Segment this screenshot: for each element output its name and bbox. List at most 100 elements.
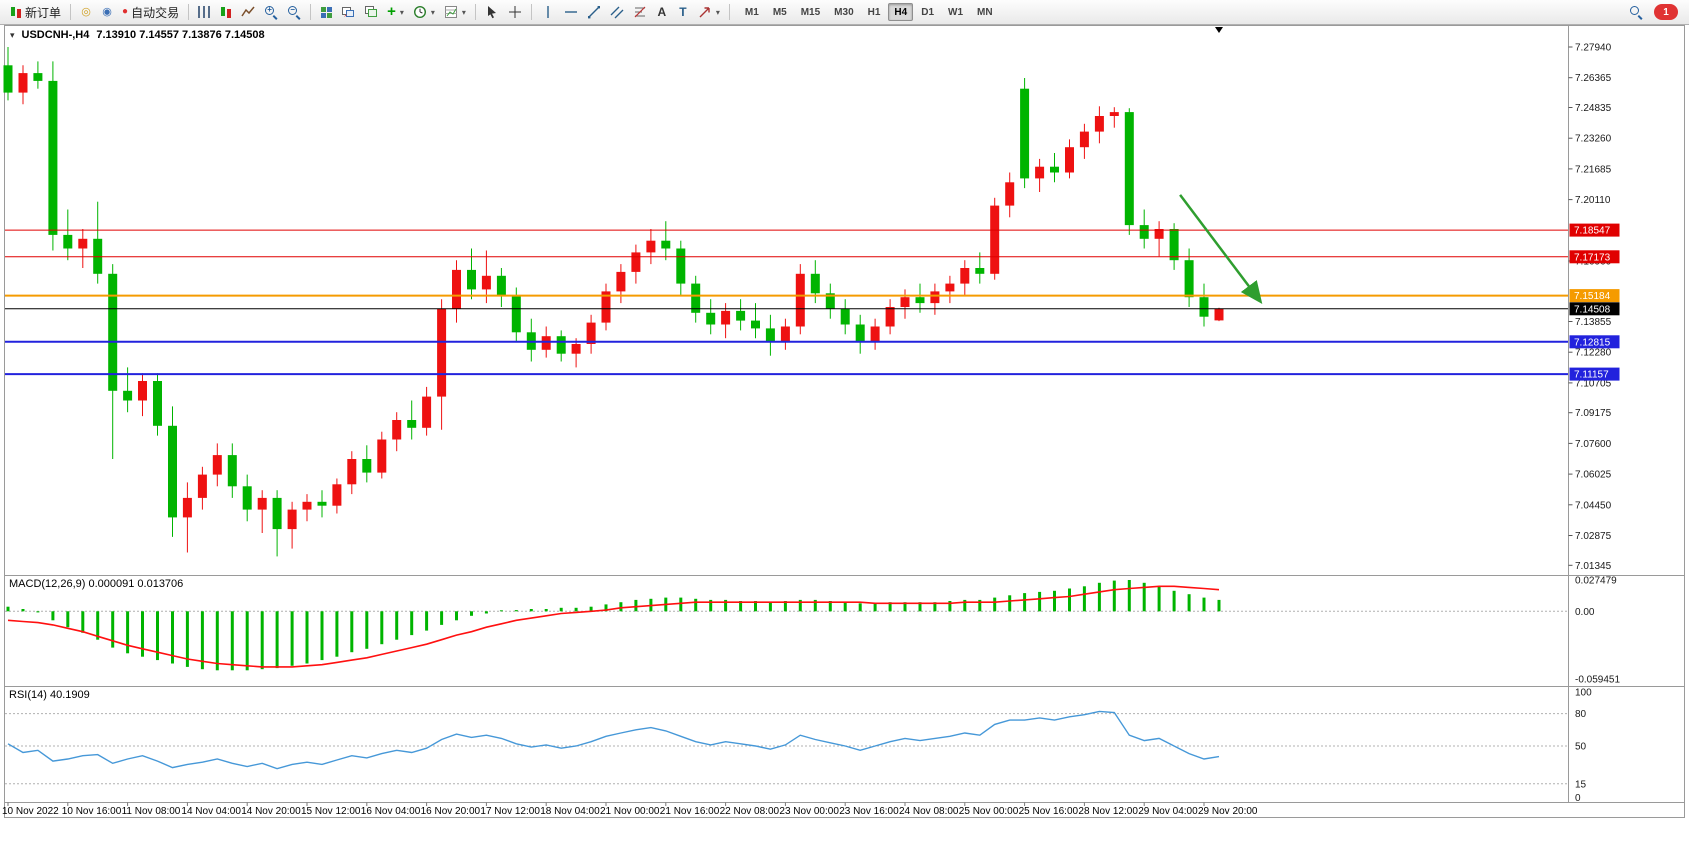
svg-text:0: 0 <box>1575 793 1581 804</box>
new-order-label: 新订单 <box>25 5 62 20</box>
svg-text:50: 50 <box>1575 742 1587 753</box>
timeframe-h4-button[interactable]: H4 <box>888 3 914 21</box>
zoom-in-icon <box>264 5 278 19</box>
svg-text:7.13855: 7.13855 <box>1575 317 1612 328</box>
svg-text:16 Nov 04:00: 16 Nov 04:00 <box>361 806 421 817</box>
svg-text:7.11157: 7.11157 <box>1574 370 1609 381</box>
cursor-icon <box>487 6 496 19</box>
timeframe-mn-button[interactable]: MN <box>971 3 999 21</box>
rsi-indicator-label: RSI(14) 40.1909 <box>9 689 90 701</box>
chart-shift-marker <box>1215 27 1223 33</box>
search-button[interactable] <box>1625 2 1647 22</box>
metaeditor-icon: ◎ <box>81 5 91 18</box>
arrow-shape-icon <box>699 7 710 18</box>
text-tool-button[interactable]: A <box>652 2 672 22</box>
svg-text:11 Nov 08:00: 11 Nov 08:00 <box>122 806 181 817</box>
market-watch-icon: ◉ <box>102 5 112 18</box>
svg-text:7.24835: 7.24835 <box>1575 103 1612 114</box>
separator <box>310 4 312 20</box>
separator <box>188 4 190 20</box>
macd-panel: 0.027479 0.00 -0.059451 <box>5 576 1620 685</box>
svg-text:7.09175: 7.09175 <box>1575 408 1612 419</box>
arrange-windows-button[interactable] <box>337 2 359 22</box>
timeframe-d1-button[interactable]: D1 <box>915 3 940 21</box>
separator <box>474 4 476 20</box>
autotrading-status-icon: ● <box>122 6 129 17</box>
candle-chart-button[interactable] <box>215 2 236 22</box>
fibonacci-tool-button[interactable] <box>629 2 651 22</box>
svg-text:7.06025: 7.06025 <box>1575 470 1612 481</box>
crosshair-icon <box>508 6 521 18</box>
timeframe-m5-button[interactable]: M5 <box>767 3 793 21</box>
macd-indicator-label: MACD(12,26,9) 0.000091 0.013706 <box>9 578 184 590</box>
bar-chart-button[interactable] <box>194 2 214 22</box>
templates-button[interactable] <box>440 2 470 22</box>
shapes-tool-button[interactable] <box>694 2 724 22</box>
current-price-badge <box>1569 302 1620 316</box>
zoom-in-button[interactable] <box>260 2 282 22</box>
horizontal-line-tool-button[interactable] <box>560 2 582 22</box>
label-tool-button[interactable]: T <box>673 2 693 22</box>
svg-text:7.26365: 7.26365 <box>1575 73 1612 84</box>
svg-text:29 Nov 20:00: 29 Nov 20:00 <box>1198 806 1258 817</box>
svg-text:0.027479: 0.027479 <box>1575 576 1617 587</box>
bar-chart-icon <box>198 6 211 18</box>
template-icon <box>444 6 457 18</box>
svg-text:29 Nov 04:00: 29 Nov 04:00 <box>1138 806 1198 817</box>
periods-button[interactable] <box>409 2 439 22</box>
svg-text:14 Nov 20:00: 14 Nov 20:00 <box>241 806 301 817</box>
vertical-line-tool-button[interactable] <box>537 2 559 22</box>
chart-frame <box>4 25 1685 818</box>
indicators-button[interactable] <box>383 2 408 22</box>
separator <box>530 4 532 20</box>
svg-text:7.27940: 7.27940 <box>1575 43 1612 54</box>
svg-text:15: 15 <box>1575 779 1587 790</box>
text-tool-icon: A <box>657 5 667 19</box>
svg-text:14 Nov 04:00: 14 Nov 04:00 <box>181 806 241 817</box>
timeframe-m30-button[interactable]: M30 <box>828 3 859 21</box>
metaeditor-button[interactable]: ◎ <box>76 2 96 22</box>
svg-text:10 Nov 16:00: 10 Nov 16:00 <box>62 806 122 817</box>
trendline-tool-button[interactable] <box>583 2 605 22</box>
line-chart-button[interactable] <box>237 2 259 22</box>
timeframe-h1-button[interactable]: H1 <box>862 3 887 21</box>
chart-expand-icon[interactable]: ▾ <box>10 29 15 40</box>
autotrading-button[interactable]: ● 自动交易 <box>118 2 183 22</box>
market-watch-button[interactable]: ◉ <box>97 2 117 22</box>
svg-text:100: 100 <box>1575 688 1592 699</box>
svg-text:7.02875: 7.02875 <box>1575 531 1612 542</box>
cursor-button[interactable] <box>481 2 503 22</box>
separator <box>728 4 730 20</box>
candle-chart-icon <box>219 5 232 19</box>
timeframe-w1-button[interactable]: W1 <box>942 3 969 21</box>
add-indicator-icon <box>387 5 396 19</box>
svg-text:7.01345: 7.01345 <box>1575 561 1612 572</box>
timeframe-m15-button[interactable]: M15 <box>795 3 826 21</box>
svg-text:18 Nov 04:00: 18 Nov 04:00 <box>540 806 600 817</box>
tile-windows-icon <box>320 6 332 18</box>
chart-symbol-label: USDCNH-,H4 <box>21 29 90 41</box>
channel-icon <box>610 6 624 19</box>
svg-text:7.10705: 7.10705 <box>1575 378 1612 389</box>
timeframe-m1-button[interactable]: M1 <box>739 3 765 21</box>
svg-text:24 Nov 08:00: 24 Nov 08:00 <box>899 806 959 817</box>
tile-windows-button[interactable] <box>316 2 336 22</box>
channel-tool-button[interactable] <box>606 2 628 22</box>
crosshair-button[interactable] <box>504 2 526 22</box>
zoom-out-button[interactable] <box>283 2 305 22</box>
svg-text:25 Nov 00:00: 25 Nov 00:00 <box>959 806 1019 817</box>
svg-text:23 Nov 16:00: 23 Nov 16:00 <box>839 806 899 817</box>
cascade-windows-button[interactable] <box>360 2 382 22</box>
notification-badge[interactable]: 1 <box>1654 4 1678 20</box>
annotation-arrow <box>1179 194 1263 304</box>
clock-icon <box>413 5 426 19</box>
vertical-line-icon <box>547 6 549 18</box>
new-order-button[interactable]: 新订单 <box>5 2 65 22</box>
autotrading-label: 自动交易 <box>131 5 180 20</box>
svg-text:7.14508: 7.14508 <box>1574 304 1611 315</box>
svg-text:7.04450: 7.04450 <box>1575 500 1612 511</box>
svg-text:28 Nov 12:00: 28 Nov 12:00 <box>1078 806 1138 817</box>
svg-text:7.07600: 7.07600 <box>1575 439 1612 450</box>
zoom-out-icon <box>287 5 301 19</box>
